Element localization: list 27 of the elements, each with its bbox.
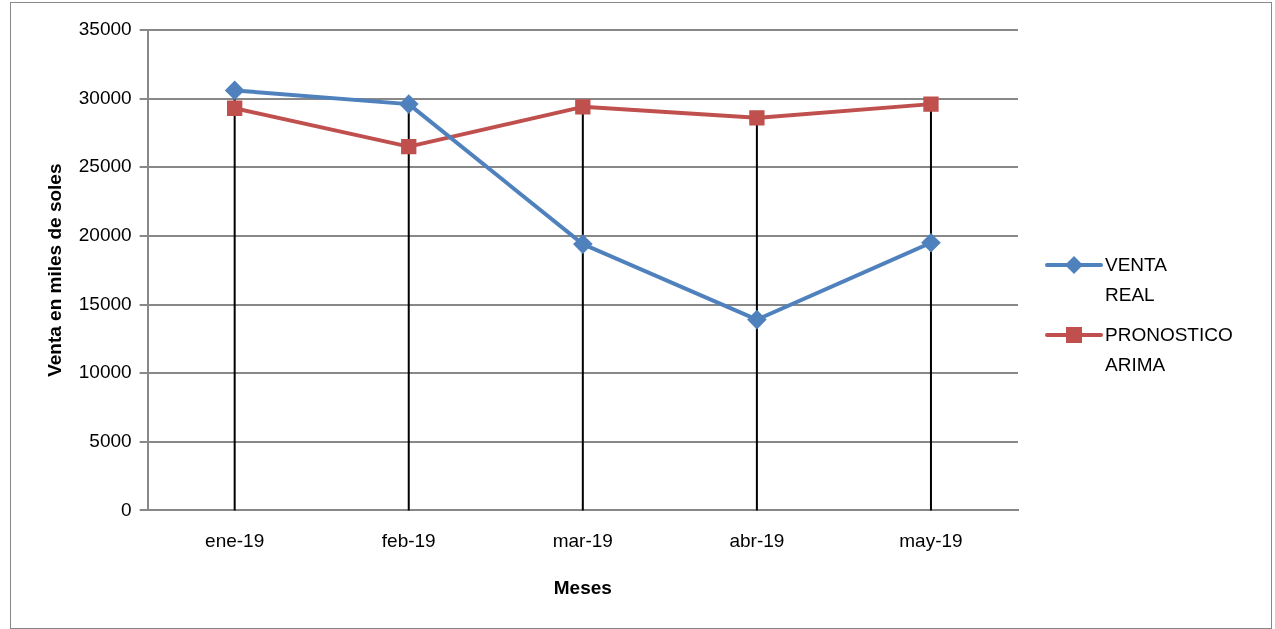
- point: [573, 235, 592, 254]
- point: [225, 81, 244, 100]
- y-tick-label: 30000: [78, 86, 132, 108]
- legend-label: VENTA REAL: [1105, 253, 1168, 307]
- x-axis-title: Meses: [553, 576, 612, 598]
- x-tick-label: ene-19: [205, 530, 265, 552]
- y-tick-label: 10000: [78, 361, 132, 383]
- y-axis-title: Venta en miles de soles: [43, 163, 65, 377]
- x-tick-label: abr-19: [729, 530, 785, 552]
- point: [399, 95, 418, 114]
- x-tick-label: may-19: [899, 530, 963, 552]
- y-tick-label: 15000: [78, 292, 132, 314]
- point: [575, 99, 591, 115]
- point: [923, 96, 939, 112]
- x-tick-label: mar-19: [552, 530, 613, 552]
- point: [401, 139, 417, 155]
- y-tick-label: 20000: [78, 224, 132, 246]
- point: [227, 100, 243, 116]
- point: [749, 110, 765, 126]
- y-tick-label: 35000: [78, 18, 132, 40]
- x-tick-label: feb-19: [381, 530, 436, 552]
- point: [747, 310, 766, 329]
- legend-label: PRONOSTICO ARIMA: [1105, 323, 1233, 377]
- y-tick-label: 0: [121, 498, 132, 520]
- point: [921, 233, 940, 252]
- y-tick-label: 25000: [78, 155, 132, 177]
- y-tick-label: 5000: [89, 430, 132, 452]
